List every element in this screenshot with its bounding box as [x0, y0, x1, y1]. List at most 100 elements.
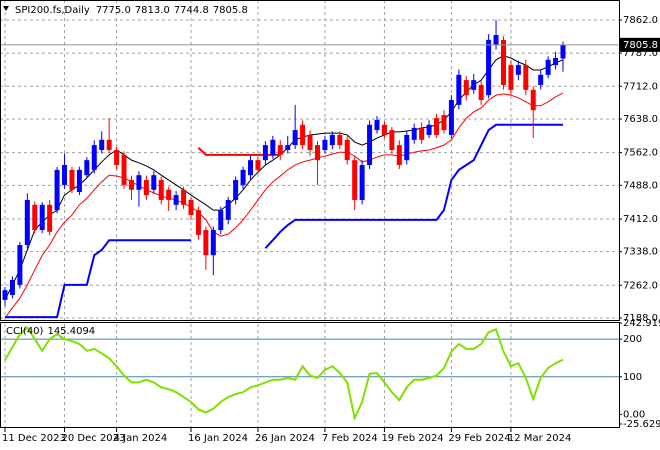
candle-body [359, 165, 365, 200]
candle-body [456, 74, 462, 105]
candle-body [47, 204, 53, 232]
y-tick-label: 7787.0 [623, 48, 658, 59]
candle-body [106, 139, 112, 150]
candle-body [307, 134, 313, 150]
candle-body [352, 160, 358, 200]
high-value: 7813.0 [135, 5, 170, 16]
candle-body [99, 139, 105, 150]
candle-body [374, 119, 380, 131]
cci-title: CCI(40) [6, 326, 44, 337]
candle-body [515, 65, 521, 75]
last-price-label: 7805.8 [623, 40, 658, 51]
low-value: 7744.8 [174, 5, 209, 16]
candle-body [523, 65, 529, 90]
candle-body [396, 145, 402, 166]
candle-body [493, 35, 499, 45]
candle-body [128, 180, 134, 190]
cci-tick-label: 242.9194 [623, 318, 660, 329]
candle-body [136, 175, 142, 190]
candle-body [463, 80, 469, 96]
candle-body [39, 204, 45, 231]
header: SPI200.fs,Daily 7775.0 7813.0 7744.8 7805.8 [15, 5, 248, 16]
candle-body [17, 245, 23, 285]
main-frame [0, 0, 620, 321]
candle-body [337, 134, 343, 146]
open-value: 7775.0 [96, 5, 131, 16]
candle-body [203, 230, 209, 256]
candle-body [538, 74, 544, 85]
candle-body [173, 195, 179, 205]
candle-body [471, 80, 477, 90]
candle-body [486, 39, 492, 96]
indicator-line [4, 55, 564, 301]
candle-body [530, 89, 536, 111]
candle-body [553, 58, 559, 66]
symbol-title: SPI200.fs,Daily [15, 5, 90, 16]
candle-body [233, 180, 239, 200]
candle-body [262, 145, 268, 161]
cci-tick-label: 0.00 [623, 409, 645, 420]
candle-body [166, 189, 172, 200]
cci-tick-label: -25.6299 [623, 419, 660, 430]
x-tick-label: 7 Feb 2024 [322, 433, 378, 444]
candle-body [434, 118, 440, 135]
cci-header: CCI(40) 145.4094 [6, 326, 95, 337]
y-tick-label: 7412.0 [623, 214, 658, 225]
x-tick-label: 11 Dec 2023 [2, 433, 66, 444]
y-tick-label: 7712.0 [623, 81, 658, 92]
candle-body [478, 84, 484, 101]
candle-body [300, 124, 306, 146]
y-tick-label: 7338.0 [623, 247, 658, 258]
candle-body [143, 180, 149, 196]
menu-triangle [3, 6, 9, 11]
candle-body [314, 145, 320, 161]
candle-body [54, 169, 60, 211]
candle-body [62, 165, 68, 185]
candle-body [248, 160, 254, 176]
candle-body [329, 134, 335, 146]
candle-body [560, 44, 566, 59]
close-value: 7805.8 [213, 5, 248, 16]
candle-body [322, 139, 328, 150]
candle-body [114, 149, 120, 166]
candle-body [389, 130, 395, 150]
candle-body [426, 124, 432, 135]
candle-body [411, 127, 417, 140]
y-tick-label: 7862.0 [623, 15, 658, 26]
y-tick-label: 7562.0 [623, 148, 658, 159]
indicator-line [4, 92, 564, 319]
candle-body [9, 279, 15, 296]
x-tick-label: 12 Mar 2024 [508, 433, 571, 444]
candle-body [404, 134, 410, 161]
candle-body [277, 145, 283, 155]
candle-body [91, 145, 97, 170]
candle-body [151, 175, 157, 190]
candle-body [2, 290, 8, 300]
indicator-line [5, 123, 563, 319]
x-tick-label: 26 Jan 2024 [255, 433, 315, 444]
candle-body [285, 145, 291, 150]
candle-body [255, 160, 261, 170]
candle-body [181, 189, 187, 205]
candle-body [240, 169, 246, 185]
x-tick-label: 19 Feb 2024 [381, 433, 443, 444]
candle-body [218, 210, 224, 231]
candle-body [448, 100, 454, 135]
cci-tick-label: 100 [623, 372, 642, 383]
candle-body [419, 127, 425, 140]
grid [0, 0, 619, 428]
candle-body [158, 180, 164, 200]
candle-body [76, 169, 82, 192]
candle-body [545, 59, 551, 75]
candle-body [69, 169, 75, 190]
x-tick-label: 16 Jan 2024 [188, 433, 248, 444]
candle-body [225, 199, 231, 220]
x-tick-label: 29 Feb 2024 [448, 433, 510, 444]
candle-body [121, 154, 127, 185]
last-price-box [620, 37, 660, 52]
candle-body [195, 210, 201, 235]
indicator-line [4, 325, 564, 422]
candle-body [344, 139, 350, 161]
